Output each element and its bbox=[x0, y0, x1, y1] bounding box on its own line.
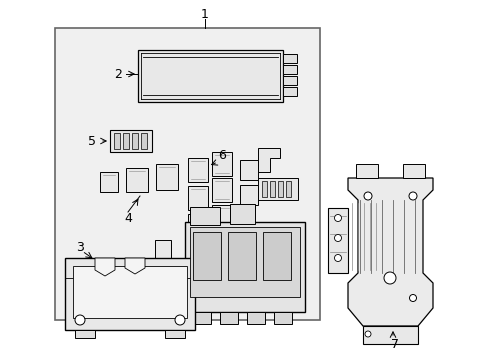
Circle shape bbox=[364, 331, 370, 337]
Bar bbox=[355, 164, 377, 178]
Bar bbox=[184, 222, 305, 312]
Bar bbox=[283, 87, 296, 96]
Bar bbox=[190, 207, 220, 225]
Bar bbox=[123, 133, 129, 149]
Bar bbox=[283, 76, 296, 85]
Text: 7: 7 bbox=[390, 338, 398, 351]
Bar bbox=[283, 54, 296, 63]
Circle shape bbox=[408, 192, 416, 200]
Bar bbox=[283, 65, 296, 74]
Bar bbox=[229, 204, 254, 224]
Bar bbox=[212, 178, 231, 202]
Circle shape bbox=[334, 215, 341, 221]
Bar bbox=[193, 312, 210, 324]
Text: 5: 5 bbox=[88, 135, 96, 148]
Bar bbox=[402, 164, 424, 178]
Bar bbox=[269, 181, 274, 197]
Bar bbox=[73, 266, 186, 318]
Bar bbox=[187, 186, 207, 210]
Bar bbox=[164, 330, 184, 338]
Bar bbox=[212, 152, 231, 176]
Bar bbox=[138, 50, 283, 102]
Bar bbox=[240, 160, 258, 180]
Bar bbox=[212, 205, 231, 229]
Bar bbox=[190, 227, 299, 297]
Text: 1: 1 bbox=[201, 8, 208, 21]
Circle shape bbox=[363, 192, 371, 200]
Bar bbox=[187, 214, 207, 238]
Polygon shape bbox=[95, 258, 115, 276]
Bar bbox=[246, 312, 264, 324]
Bar bbox=[141, 133, 147, 149]
Polygon shape bbox=[347, 178, 432, 326]
Bar bbox=[193, 232, 221, 280]
Bar bbox=[55, 28, 319, 320]
Bar bbox=[187, 158, 207, 182]
Bar bbox=[132, 133, 138, 149]
Circle shape bbox=[408, 294, 416, 302]
Circle shape bbox=[175, 315, 184, 325]
Bar bbox=[278, 181, 283, 197]
Text: 4: 4 bbox=[124, 212, 132, 225]
Bar bbox=[65, 258, 195, 330]
Bar bbox=[262, 181, 266, 197]
Bar bbox=[156, 164, 178, 190]
Bar bbox=[263, 232, 290, 280]
Bar bbox=[155, 240, 171, 258]
Bar bbox=[273, 312, 291, 324]
Text: 2: 2 bbox=[114, 68, 122, 81]
Polygon shape bbox=[125, 258, 145, 274]
Text: 3: 3 bbox=[76, 240, 84, 253]
Polygon shape bbox=[258, 148, 280, 172]
Bar bbox=[220, 312, 238, 324]
Bar bbox=[285, 181, 290, 197]
Bar bbox=[110, 130, 152, 152]
Circle shape bbox=[334, 255, 341, 261]
Bar bbox=[240, 185, 258, 205]
Bar bbox=[75, 330, 95, 338]
Polygon shape bbox=[327, 208, 347, 273]
Polygon shape bbox=[160, 264, 178, 278]
Circle shape bbox=[383, 272, 395, 284]
Bar bbox=[227, 232, 256, 280]
Bar bbox=[114, 133, 120, 149]
Bar bbox=[362, 326, 417, 344]
Bar bbox=[258, 178, 297, 200]
Circle shape bbox=[334, 234, 341, 242]
Circle shape bbox=[75, 315, 85, 325]
Text: 6: 6 bbox=[218, 149, 225, 162]
Bar bbox=[126, 168, 148, 192]
Bar bbox=[100, 172, 118, 192]
